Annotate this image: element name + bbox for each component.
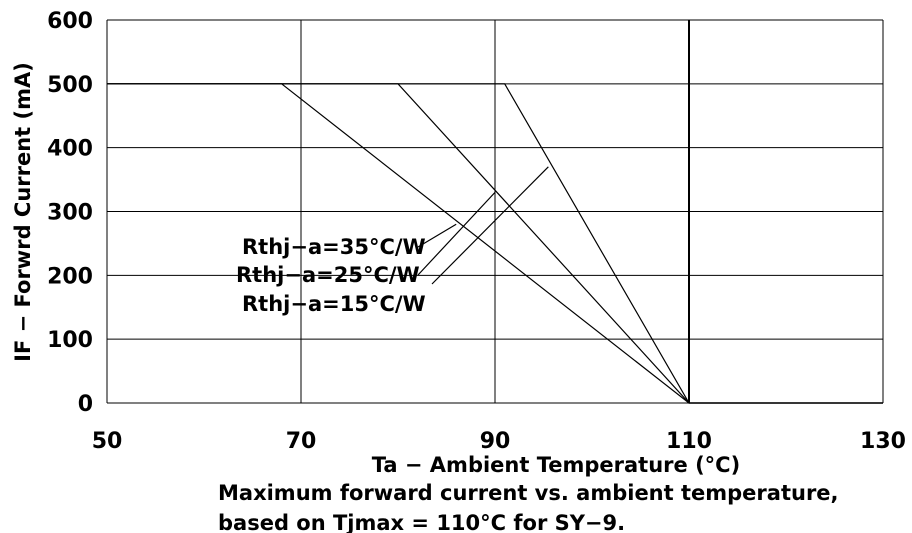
series-line-3	[107, 83, 883, 404]
y-tick-0: 0	[78, 392, 93, 417]
series-lines	[107, 83, 883, 404]
series-label-2: Rthj−a=25°C/W	[236, 263, 420, 287]
series-leader-2	[417, 191, 496, 276]
grid	[106, 19, 884, 404]
x-tick-130: 130	[860, 429, 906, 454]
caption-line-2: based on Tjmax = 110°C for SY−9.	[218, 511, 625, 533]
series-label-1: Rthj−a=35°C/W	[242, 235, 426, 259]
y-tick-labels: 0 100 200 300 400 500 600	[47, 9, 93, 417]
label-leaders	[417, 166, 549, 285]
x-tick-110: 110	[666, 429, 712, 454]
series-leader-3	[431, 166, 549, 285]
series-label-3: Rthj−a=15°C/W	[242, 292, 426, 316]
y-axis-title: IF − Forwrd Current (mA)	[11, 62, 35, 362]
y-tick-400: 400	[47, 137, 93, 162]
y-tick-500: 500	[47, 73, 93, 98]
x-tick-50: 50	[92, 429, 123, 454]
x-tick-90: 90	[480, 429, 511, 454]
x-tick-labels: 50 70 90 110 130	[92, 429, 906, 454]
y-tick-300: 300	[47, 201, 93, 226]
y-tick-200: 200	[47, 264, 93, 289]
y-tick-100: 100	[47, 328, 93, 353]
caption-line-1: Maximum forward current vs. ambient temp…	[218, 481, 839, 505]
series-leader-1	[417, 223, 457, 248]
x-axis-title: Ta − Ambient Temperature (°C)	[372, 453, 740, 477]
series-annotations: Rthj−a=35°C/W Rthj−a=25°C/W Rthj−a=15°C/W	[236, 235, 426, 316]
y-tick-600: 600	[47, 9, 93, 34]
x-tick-70: 70	[286, 429, 317, 454]
